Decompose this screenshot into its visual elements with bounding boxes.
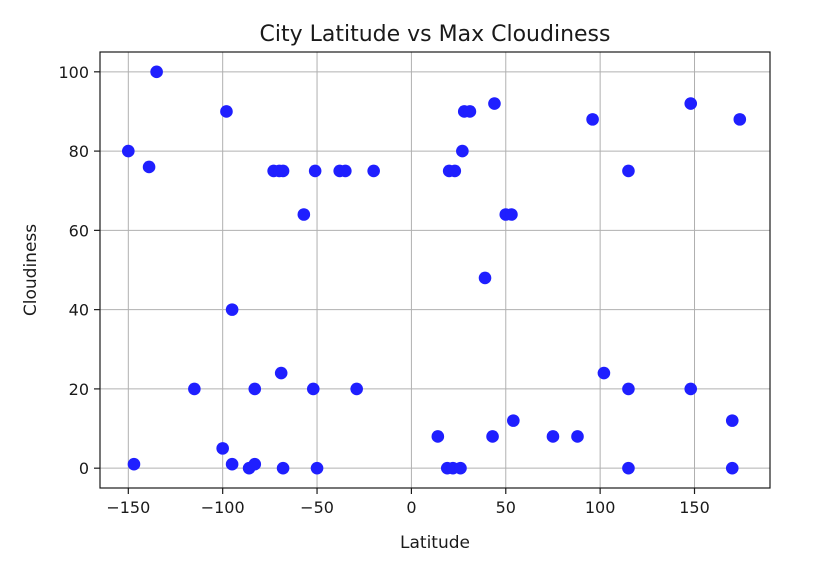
data-point (505, 208, 518, 221)
data-point (456, 144, 469, 158)
data-point (188, 382, 201, 396)
data-point (733, 113, 747, 126)
data-point (622, 382, 635, 396)
y-tick-label: 100 (58, 63, 89, 82)
data-point (350, 382, 363, 396)
data-point (622, 164, 635, 178)
x-tick-label: 150 (679, 498, 710, 517)
grid-layer (100, 52, 770, 488)
data-point (225, 457, 239, 471)
data-point (276, 164, 290, 178)
data-point (308, 164, 322, 178)
data-point (597, 366, 611, 380)
data-point (310, 461, 324, 475)
data-point (367, 164, 380, 178)
y-tick-label: 0 (79, 459, 89, 478)
tick-layer: −150 −100 −50 0 50 100 150 0 20 40 60 80 100 (58, 63, 709, 517)
data-point (127, 457, 141, 471)
plot-frame (99, 51, 771, 489)
y-axis-label: Cloudiness (21, 224, 41, 316)
data-point (571, 430, 584, 443)
point-layer (122, 65, 747, 475)
chart-title: City Latitude vs Max Cloudiness (260, 22, 611, 47)
data-point (142, 160, 156, 174)
data-point (150, 65, 163, 79)
data-point (478, 271, 492, 285)
data-point (622, 461, 635, 475)
data-point (586, 113, 599, 126)
data-point (339, 164, 352, 178)
data-point (546, 430, 560, 443)
x-axis-label: Latitude (400, 533, 470, 553)
data-point (248, 457, 262, 471)
data-point (220, 105, 233, 118)
data-point (122, 144, 135, 158)
x-tick-label: −150 (106, 498, 150, 517)
data-point (454, 461, 467, 475)
data-point (725, 461, 739, 475)
data-point (725, 414, 739, 427)
y-tick-label: 40 (69, 301, 89, 320)
data-point (486, 430, 499, 443)
x-tick-label: 0 (406, 498, 416, 517)
data-point (507, 414, 520, 427)
data-point (431, 430, 445, 443)
data-point (306, 382, 320, 396)
y-tick-label: 80 (69, 142, 89, 161)
x-tick-label: −50 (300, 498, 334, 517)
data-point (216, 442, 229, 455)
data-point (448, 164, 462, 178)
data-point (274, 366, 288, 380)
data-point (297, 208, 311, 221)
x-tick-label: 100 (585, 498, 616, 517)
data-point (684, 97, 698, 110)
y-tick-label: 20 (69, 380, 89, 399)
data-point (276, 461, 290, 475)
data-point (488, 97, 501, 110)
x-tick-label: −100 (201, 498, 245, 517)
x-tick-label: 50 (496, 498, 516, 517)
data-point (463, 105, 477, 118)
data-point (684, 382, 698, 396)
data-point (225, 303, 239, 316)
y-tick-label: 60 (69, 221, 89, 240)
data-point (248, 382, 262, 396)
